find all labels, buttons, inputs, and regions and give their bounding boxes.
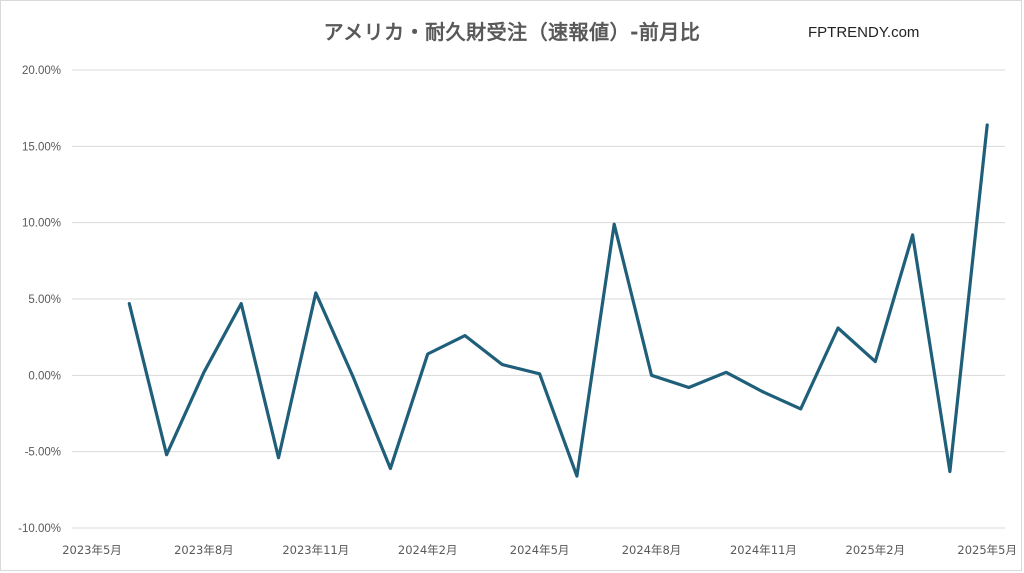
data-point [389, 467, 392, 470]
x-tick-label: 2023年11月 [282, 543, 349, 557]
data-point [724, 371, 728, 374]
y-tick-label: -10.00% [18, 523, 61, 535]
data-point [538, 372, 541, 376]
y-tick-label: -5.00% [25, 447, 61, 459]
data-point [687, 386, 690, 389]
data-point [650, 374, 653, 377]
y-tick-label: 0.00% [28, 370, 61, 382]
data-point [165, 453, 168, 456]
x-tick-label: 2023年5月 [62, 543, 122, 557]
data-point [762, 390, 765, 394]
data-point [986, 123, 989, 127]
y-tick-label: 15.00% [22, 141, 61, 153]
x-tick-label: 2024年2月 [398, 543, 458, 557]
y-axis-ticks: 20.00% 15.00% 10.00% 5.00% 0.00% -5.00% -10.00… [18, 65, 61, 535]
x-tick-label: 2025年5月 [957, 543, 1017, 557]
x-tick-label: 2023年8月 [174, 543, 234, 557]
y-tick-label: 20.00% [22, 65, 61, 77]
data-point [575, 474, 579, 478]
brand-label: FPTRENDY.com [808, 24, 920, 41]
series-group [127, 123, 989, 478]
data-point [948, 470, 952, 473]
data-point [799, 407, 802, 411]
gridlines [72, 69, 1005, 529]
data-point [463, 334, 467, 337]
series-line [127, 123, 989, 478]
y-tick-label: 5.00% [28, 294, 61, 306]
data-point [351, 375, 355, 379]
y-tick-label: 10.00% [22, 218, 61, 230]
data-point [501, 363, 504, 366]
chart-title: アメリカ・耐久財受注（速報値）-前月比 [323, 20, 701, 44]
x-tick-label: 2024年8月 [622, 543, 682, 557]
data-point [613, 222, 616, 226]
x-tick-label: 2024年5月 [510, 543, 570, 557]
data-point [836, 326, 840, 330]
data-point [874, 360, 877, 363]
data-point [240, 302, 243, 305]
data-point [128, 302, 131, 305]
x-tick-label: 2024年11月 [730, 543, 797, 557]
data-point [314, 291, 317, 295]
data-point [202, 371, 206, 374]
x-tick-label: 2025年2月 [846, 543, 906, 557]
data-point [277, 456, 280, 459]
x-axis-ticks: 2023年5月 2023年8月 2023年11月 2024年2月 2024年5月 2024… [62, 543, 1017, 557]
data-point [911, 233, 914, 237]
data-point [426, 352, 429, 356]
